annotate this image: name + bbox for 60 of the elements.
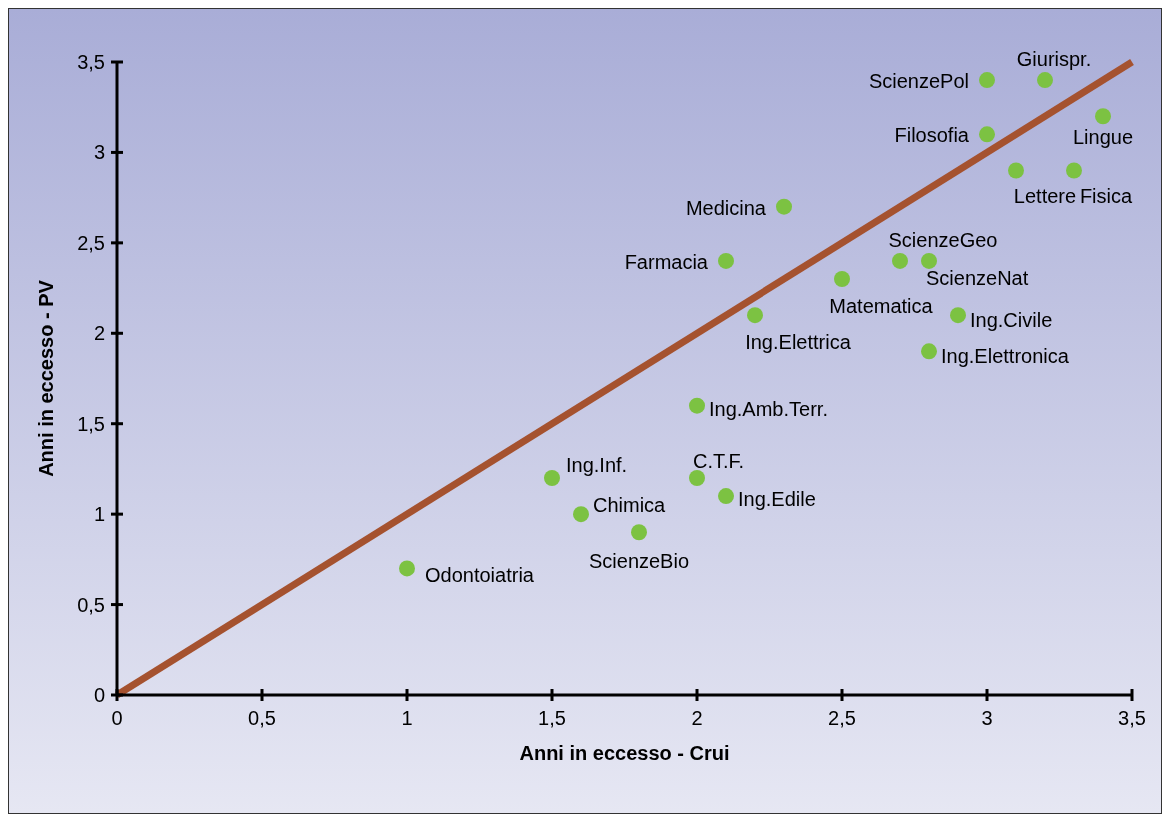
x-tick-label: 0	[111, 707, 123, 729]
x-tick-label: 2,5	[828, 707, 856, 729]
annotation: Lingue	[1072, 126, 1134, 149]
annotation: Ing.Amb.Terr.	[709, 397, 828, 420]
annotation: Ing.Elettrica	[745, 331, 852, 354]
point	[1008, 162, 1024, 179]
annotation: Filosofia	[894, 124, 970, 147]
point	[979, 72, 995, 89]
y-tick-label: 1,5	[77, 412, 105, 435]
y-tick-label: 1	[93, 503, 105, 526]
annotation: Fisica	[1079, 184, 1133, 207]
x-tick-label: 1	[401, 707, 413, 729]
point	[718, 488, 734, 505]
point	[834, 271, 850, 288]
y-axis-title: Anni in eccesso - PV	[35, 279, 57, 477]
y-tick-label: 3	[93, 141, 105, 164]
x-tick-label: 3,5	[1118, 707, 1146, 729]
annotation: Chimica	[593, 494, 667, 517]
annotation: C.T.F.	[693, 449, 745, 472]
y-tick-label: 3,5	[77, 51, 105, 73]
point	[544, 469, 560, 486]
point	[776, 198, 792, 215]
point	[1066, 162, 1082, 179]
y-tick-label: 0	[93, 684, 105, 706]
point	[892, 252, 908, 269]
point	[718, 252, 734, 269]
point	[921, 252, 937, 269]
point	[747, 307, 763, 324]
annotation: Ing.Civile	[970, 309, 1053, 332]
annotation: ScienzeNat	[926, 266, 1029, 289]
annotation: Giurispr.	[1016, 48, 1092, 71]
point	[689, 469, 705, 486]
annotation: Odontoiatria	[425, 564, 535, 587]
point	[1095, 108, 1111, 125]
annotation: Matematica	[829, 295, 934, 318]
x-tick-label: 3	[981, 707, 993, 729]
annotation: Ing.Inf.	[566, 453, 628, 476]
y-tick-label: 2	[93, 322, 105, 345]
point	[631, 524, 647, 541]
point	[979, 126, 995, 143]
y-tick-label: 0,5	[77, 593, 105, 616]
annotation: ScienzePol	[868, 70, 969, 93]
annotation: ScienzeGeo	[888, 228, 998, 251]
point	[950, 307, 966, 324]
annotation: Lettere	[1013, 184, 1077, 207]
annotation: Ing.Edile	[738, 488, 816, 511]
point	[573, 506, 589, 523]
annotation: Farmacia	[624, 250, 709, 273]
annotation: Ing.Elettronica	[941, 345, 1070, 368]
annotation: ScienzeBio	[588, 550, 690, 573]
x-tick-label: 1,5	[538, 707, 566, 729]
x-axis-title: Anni in eccesso - Crui	[519, 742, 730, 764]
point	[921, 343, 937, 360]
point	[689, 397, 705, 414]
y-tick-label: 2,5	[77, 231, 105, 254]
point	[399, 560, 415, 577]
annotation: Medicina	[685, 196, 767, 219]
x-tick-label: 2	[691, 707, 703, 729]
x-tick-label: 0,5	[248, 707, 276, 729]
point	[1037, 72, 1053, 89]
